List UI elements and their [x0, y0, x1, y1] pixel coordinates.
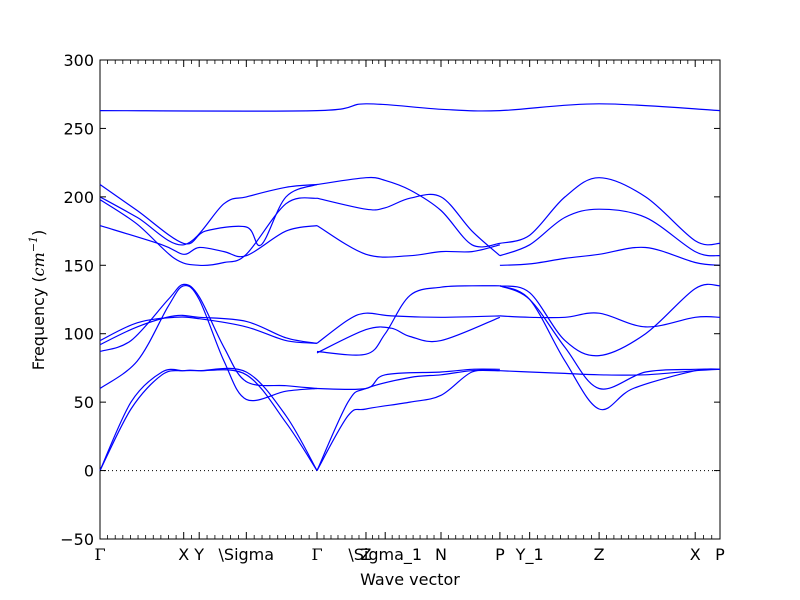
y-tick-label: 50 — [74, 393, 94, 412]
band-line-18 — [316, 225, 501, 258]
band-line-28 — [499, 177, 721, 246]
band-line-13 — [316, 369, 500, 471]
band-line-15 — [316, 285, 500, 356]
band-line-23 — [499, 283, 721, 357]
x-symmetry-label: \Sigma — [219, 545, 275, 564]
band-line-20 — [316, 176, 500, 248]
band-line-11 — [99, 103, 721, 112]
band-line-16 — [316, 312, 500, 344]
x-axis-ticks: Γ X Y \Sigma Γ Z\Sigma_1 N P Y_1 Z X P — [94, 60, 725, 565]
axes-frame — [99, 59, 721, 540]
x-symmetry-label: Γ — [94, 545, 105, 564]
x-symmetry-label: Z — [360, 545, 371, 564]
band-line-8 — [99, 197, 318, 267]
x-symmetry-label: Y_1 — [515, 545, 544, 565]
y-axis-label-prefix: Frequency ( — [29, 276, 48, 370]
y-tick-label: −50 — [60, 530, 94, 549]
band-line-25 — [499, 368, 721, 376]
y-tick-label: 150 — [63, 256, 94, 275]
band-line-9 — [99, 183, 318, 246]
y-tick-label: 0 — [84, 462, 94, 481]
x-symmetry-label: Z — [594, 545, 605, 564]
band-line-12 — [316, 369, 500, 471]
x-symmetry-label: Γ — [311, 545, 322, 564]
y-axis-label-suffix: ) — [29, 230, 48, 236]
x-symmetry-label: X — [178, 545, 189, 564]
x-symmetry-label: P — [495, 545, 505, 564]
y-tick-label: 250 — [63, 119, 94, 138]
y-axis-label-unit: cm — [29, 252, 48, 276]
x-axis-label: Wave vector — [360, 570, 460, 589]
band-line-19 — [316, 193, 501, 257]
y-tick-label: 300 — [63, 51, 94, 70]
band-line-3 — [99, 284, 318, 402]
x-symmetry-label: P — [715, 545, 725, 564]
band-line-5 — [99, 314, 318, 346]
y-tick-label: 200 — [63, 188, 94, 207]
y-axis-label: Frequency (cm−1) — [27, 230, 48, 371]
band-line-22 — [499, 285, 721, 390]
x-symmetry-label: Y — [193, 545, 204, 564]
y-axis-label-exponent: −1 — [27, 236, 40, 252]
band-line-4 — [99, 283, 318, 390]
y-axis-ticks: −50 0 50 100 150 200 250 300 — [60, 51, 720, 549]
x-symmetry-label: X — [690, 545, 701, 564]
x-symmetry-label: N — [435, 545, 447, 564]
band-line-24 — [499, 312, 721, 328]
y-tick-label: 100 — [63, 325, 94, 344]
band-line-26 — [499, 246, 721, 266]
band-line-2 — [99, 369, 318, 471]
band-lines — [99, 103, 721, 471]
band-line-6 — [99, 316, 318, 344]
band-line-14 — [316, 368, 500, 391]
band-line-27 — [499, 208, 721, 257]
band-line-7 — [99, 225, 318, 258]
band-line-10 — [99, 183, 318, 247]
band-line-17 — [316, 316, 501, 354]
x-symmetry-label: \Sigma_1 — [348, 545, 422, 565]
